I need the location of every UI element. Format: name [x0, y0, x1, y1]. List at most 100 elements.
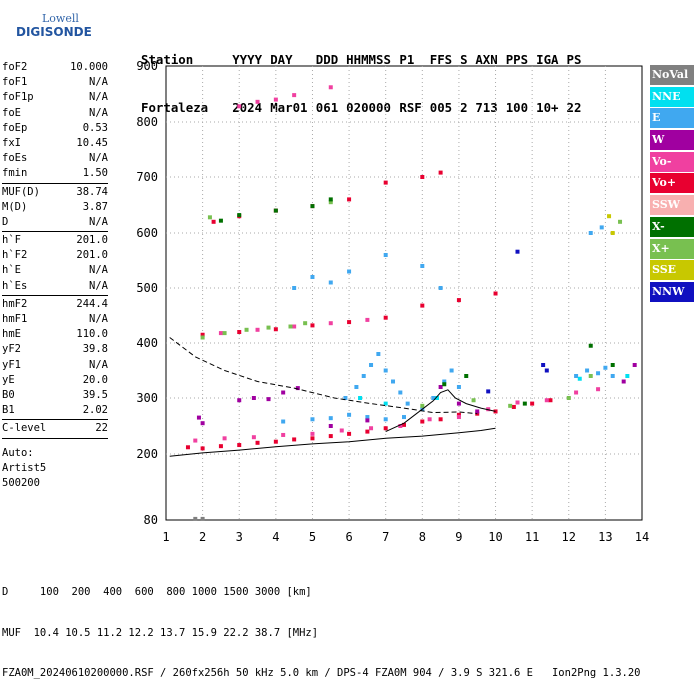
data-point [376, 352, 381, 356]
param-value: N/A [89, 313, 108, 325]
data-point [402, 415, 406, 420]
data-point [464, 374, 469, 378]
param-key: h`F2 [2, 249, 28, 262]
data-point [196, 415, 201, 420]
data-point [402, 422, 406, 427]
data-point [610, 363, 615, 367]
data-point [508, 403, 513, 408]
data-point [431, 396, 436, 400]
x-tick-label: 8 [419, 530, 426, 544]
data-point [383, 180, 388, 185]
data-point [585, 368, 590, 373]
data-point [200, 421, 205, 426]
data-point [486, 389, 491, 394]
param-value: N/A [89, 358, 108, 371]
y-tick-label: 300 [136, 391, 158, 405]
legend-item-x: X+ [650, 238, 694, 259]
param-row: hmE 110.0 [2, 327, 108, 342]
header-label-3: DDD [315, 52, 339, 67]
data-point [475, 411, 480, 416]
data-point [566, 396, 571, 400]
data-point [266, 325, 271, 330]
y-tick-label: 80 [144, 513, 158, 527]
data-point [621, 379, 626, 384]
data-point [427, 417, 432, 422]
y-tick-label: 200 [136, 447, 158, 461]
data-point [434, 396, 439, 400]
profile-trace [169, 337, 478, 415]
data-point [486, 407, 491, 412]
data-point [456, 412, 461, 417]
param-key: MUF(D) [2, 185, 40, 198]
data-point [577, 376, 582, 381]
data-point [347, 431, 352, 436]
data-point [358, 396, 363, 400]
param-row: yF2 39.8 [2, 342, 108, 357]
data-point [541, 363, 546, 367]
param-value: N/A [89, 91, 108, 104]
data-point [295, 386, 300, 391]
data-point [596, 387, 601, 392]
legend-item-nne: NNE [650, 86, 694, 107]
header-label-2: DAY [270, 52, 293, 67]
data-point [193, 516, 198, 521]
param-row: yF1 N/A [2, 358, 108, 373]
param-value: 3.87 [82, 200, 108, 213]
data-point [515, 400, 520, 405]
data-point [544, 398, 549, 403]
data-point [456, 385, 461, 389]
param-key: M(D) [2, 200, 28, 213]
data-point [347, 412, 352, 417]
data-point [588, 374, 593, 378]
data-point [266, 397, 271, 402]
header-value-8: 713 [475, 100, 498, 115]
x-tick-label: 14 [635, 530, 649, 544]
param-separator [2, 419, 108, 421]
data-point [632, 363, 637, 367]
param-row: B0 39.5 [2, 388, 108, 403]
param-separator [2, 437, 108, 439]
data-point [442, 379, 447, 384]
legend: NoVal NNE E W Vo- Vo+ SSW X- X+ SSE NNW [650, 65, 694, 304]
param-row: fxI 10.45 [2, 136, 108, 151]
data-point [237, 213, 242, 218]
param-separator [2, 231, 108, 233]
data-point [281, 419, 286, 424]
data-point [218, 331, 223, 336]
data-point [442, 382, 447, 387]
param-key: hmF1 [2, 313, 28, 325]
param-value: 39.5 [82, 388, 108, 401]
x-tick-label: 1 [162, 530, 169, 544]
param-row: h`F 201.0 [2, 233, 108, 248]
x-tick-label: 7 [382, 530, 389, 544]
x-tick-label: 10 [488, 530, 502, 544]
y-tick-label: 900 [136, 59, 158, 73]
legend-item-ssw: SSW [650, 195, 694, 216]
data-point [596, 371, 601, 376]
header-value-6: 005 [429, 100, 453, 115]
param-key: B1 [2, 404, 15, 417]
data-point [420, 419, 425, 424]
data-point [292, 286, 297, 290]
logo-digisonde-text: DIGISONDE [16, 25, 92, 39]
data-point [218, 218, 223, 223]
data-point [383, 253, 388, 257]
header-value-3: 061 [315, 100, 339, 115]
data-point [420, 264, 425, 268]
param-row: hmF1 N/A [2, 312, 108, 327]
data-point [328, 197, 333, 202]
param-value: 22 [95, 422, 108, 435]
data-point [574, 390, 579, 395]
header-value-5: RSF [399, 100, 422, 115]
data-point [328, 200, 333, 205]
data-point [244, 327, 249, 332]
autoscale-line: 500200 [2, 476, 40, 489]
header-value-10: 10+ [536, 100, 559, 115]
data-point [237, 443, 242, 448]
profile-trace [385, 389, 496, 433]
data-point [475, 409, 480, 414]
header-value-11: 22 [566, 100, 582, 115]
data-point [185, 445, 190, 450]
autoscale-line: Auto: [2, 446, 34, 459]
param-key: foEs [2, 152, 28, 165]
